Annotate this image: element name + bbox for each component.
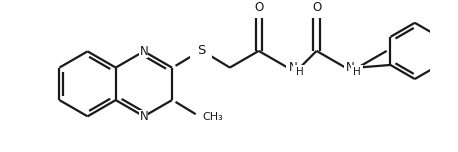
- Text: O: O: [312, 1, 321, 14]
- Text: N: N: [140, 110, 148, 123]
- Text: O: O: [254, 1, 263, 14]
- Text: CH₃: CH₃: [203, 112, 224, 122]
- Text: H: H: [295, 67, 303, 77]
- Text: N: N: [140, 45, 148, 58]
- Text: N: N: [289, 61, 297, 74]
- Text: S: S: [197, 44, 205, 57]
- Text: H: H: [354, 67, 361, 77]
- Text: N: N: [346, 61, 355, 74]
